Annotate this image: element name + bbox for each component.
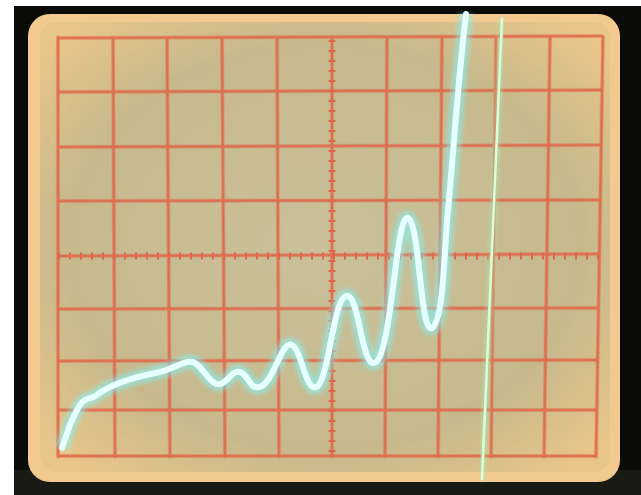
grid-line (275, 35, 281, 459)
grid-line (57, 143, 602, 149)
grid-line (165, 35, 172, 459)
grid-line (57, 306, 599, 311)
center-ticks (58, 40, 600, 456)
grid-line (111, 35, 117, 459)
grid-line (594, 35, 605, 459)
grid-line (542, 35, 552, 459)
grid-line (57, 252, 600, 258)
grid-line (57, 34, 604, 40)
trace (59, 11, 469, 451)
grid-line (383, 35, 389, 459)
vertical-beam (480, 17, 504, 481)
